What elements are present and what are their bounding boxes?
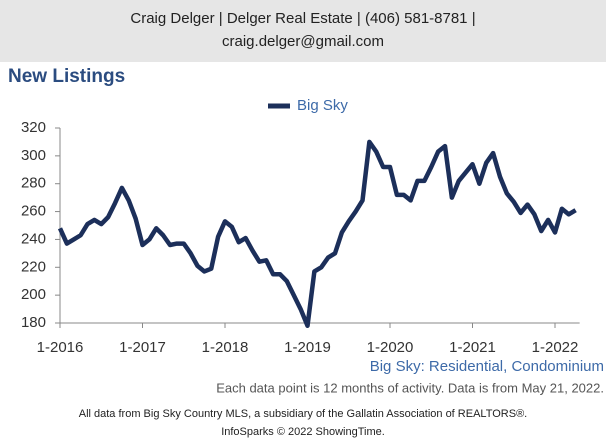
y-tick-label: 260 [21,203,46,220]
header-line: Craig Delger | Delger Real Estate | (406… [130,10,475,27]
x-tick-label: 1-2022 [532,339,579,356]
x-tick-label: 1-2017 [119,339,166,356]
footer-line: InfoSparks © 2022 ShowingTime. [221,426,385,438]
legend-label: Big Sky [297,97,348,114]
footer-line: All data from Big Sky Country MLS, a sub… [79,408,528,420]
y-tick-label: 200 [21,286,46,303]
x-tick-label: 1-2020 [367,339,414,356]
header-line: craig.delger@gmail.com [222,33,384,50]
y-tick-label: 240 [21,230,46,247]
y-tick-label: 320 [21,119,46,136]
header-box [0,0,606,62]
chart-title: New Listings [8,66,125,87]
y-tick-label: 220 [21,258,46,275]
y-tick-label: 300 [21,147,46,164]
x-tick-label: 1-2016 [37,339,84,356]
x-tick-label: 1-2019 [284,339,331,356]
x-tick-label: 1-2021 [449,339,496,356]
series-line [57,139,577,329]
x-tick-label: 1-2018 [202,339,249,356]
y-tick-label: 180 [21,314,46,331]
y-tick-label: 280 [21,175,46,192]
note: Each data point is 12 months of activity… [216,380,604,395]
subtitle: Big Sky: Residential, Condominium [370,358,604,375]
